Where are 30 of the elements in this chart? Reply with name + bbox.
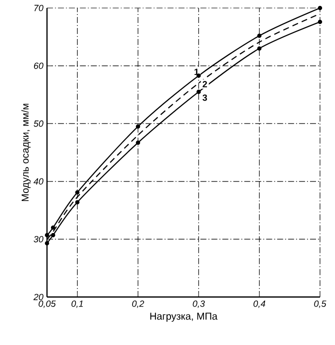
point	[136, 124, 140, 129]
point	[257, 46, 262, 51]
point	[75, 190, 80, 195]
point	[257, 34, 262, 38]
point	[50, 225, 56, 230]
point	[44, 233, 50, 238]
series-label: 2	[202, 81, 207, 88]
y-tick-label: 40	[34, 178, 44, 185]
x-axis-title: Нагрузка, МПа	[150, 312, 218, 322]
x-tick-label: 0,05	[38, 300, 56, 308]
y-tick-label: 20	[33, 294, 44, 300]
point	[318, 20, 322, 24]
y-tick-label: 30	[34, 236, 44, 242]
y-axis-title: Модуль осадки, мм/м	[21, 104, 31, 202]
y-tick-label: 70	[34, 4, 44, 12]
x-tick-label: 0,4	[253, 300, 266, 308]
x-tick-label: 0,2	[132, 300, 144, 308]
point	[318, 6, 322, 10]
point	[196, 90, 201, 94]
point	[50, 233, 56, 238]
point	[136, 140, 140, 145]
y-tick-label: 50	[34, 120, 44, 127]
x-tick-label: 0,5	[314, 300, 326, 308]
y-tick-label: 60	[34, 62, 44, 69]
x-tick-label: 0,3	[192, 300, 205, 308]
point	[44, 241, 50, 246]
x-tick-label: 0,1	[71, 300, 83, 308]
series-label: 3	[202, 94, 208, 101]
point	[196, 73, 201, 78]
point	[75, 200, 80, 204]
